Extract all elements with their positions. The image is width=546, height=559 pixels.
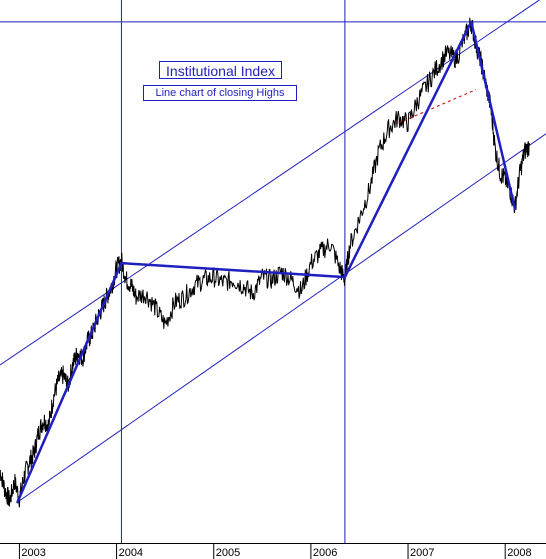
trend-line-1	[120, 261, 347, 279]
chart-subtitle: Line chart of closing Highs	[143, 85, 297, 101]
channel-line-1	[17, 133, 546, 503]
trend-line-0	[16, 261, 123, 504]
x-tick-label-2003: 2003	[21, 547, 45, 559]
channel-line-0	[0, 0, 541, 366]
x-tick-label-2004: 2004	[119, 547, 143, 559]
trend-line-3	[469, 20, 517, 211]
dashed-line	[398, 89, 477, 124]
x-tick-label-2005: 2005	[216, 547, 240, 559]
trend-line-2	[343, 20, 473, 279]
chart-title: Institutional Index	[159, 61, 282, 79]
x-tick-label-2006: 2006	[313, 547, 337, 559]
x-tick-label-2008: 2008	[507, 547, 531, 559]
series-line-price	[0, 17, 530, 508]
x-tick-label-2007: 2007	[410, 547, 434, 559]
